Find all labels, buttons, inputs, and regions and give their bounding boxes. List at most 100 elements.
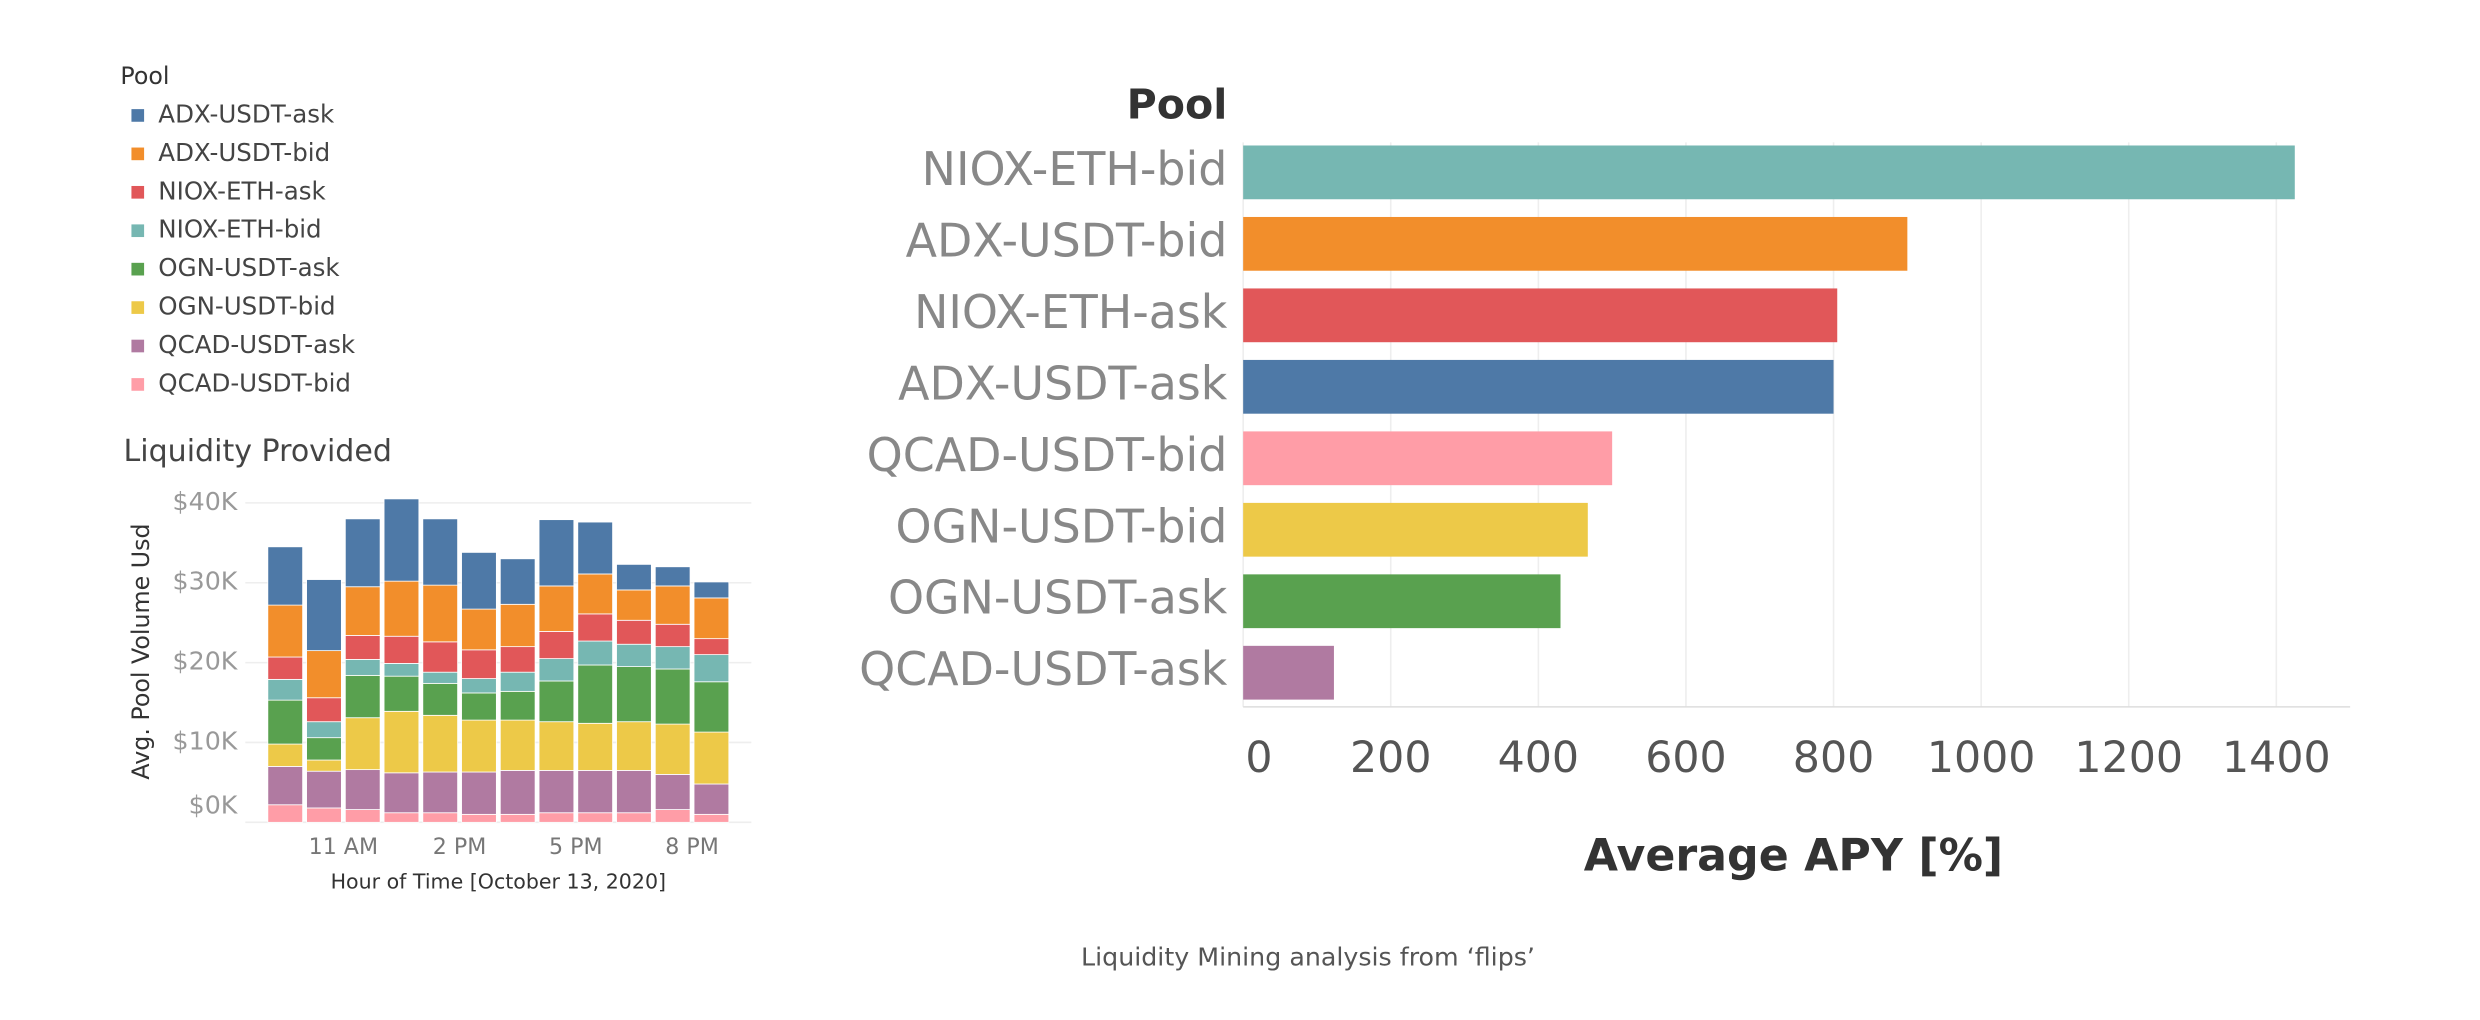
legend-swatch (131, 262, 145, 276)
bar-segment (344, 518, 381, 588)
bar-segment (693, 681, 730, 733)
y-axis-label: Avg. Pool Volume Usd (127, 523, 155, 779)
bar-segment (654, 774, 691, 810)
bar-segment (306, 579, 342, 652)
y-tick-label: $30K (173, 567, 239, 596)
bar-segment (267, 699, 304, 745)
x-axis-label: Hour of Time [October 13, 2020] (331, 869, 666, 893)
bar-segment (616, 589, 652, 621)
y-tick-label: $10K (173, 726, 239, 755)
bar (1243, 216, 1908, 271)
x-tick-label: 11 AM (309, 834, 378, 860)
bar-segment (654, 623, 691, 648)
bar-segment (499, 770, 536, 815)
bar (1243, 288, 1838, 343)
bar-segment (538, 721, 575, 771)
bar (1243, 431, 1613, 486)
y-tick-label: $0K (189, 791, 239, 820)
bar-segment (693, 783, 730, 815)
bar-segment (422, 671, 458, 684)
bar-segment (383, 772, 420, 814)
x-tick-label: 2 PM (433, 834, 487, 860)
bar-segment (499, 671, 536, 692)
y-tick-label: ADX-USDT-ask (898, 356, 1228, 410)
bar-segment (383, 675, 420, 712)
bar-segment (654, 668, 691, 725)
bar-segment (654, 809, 691, 823)
y-tick-label: OGN-USDT-ask (888, 571, 1228, 625)
bar-segment (499, 646, 536, 673)
bar-segment (461, 813, 497, 823)
bar-segment (461, 678, 497, 694)
bar-segment (422, 812, 458, 823)
bar-segment (616, 563, 652, 591)
bar (1243, 145, 2295, 200)
bar-segment (461, 608, 497, 651)
legend-swatch (131, 301, 145, 314)
bar-segment (538, 812, 575, 823)
y-tick-label: NIOX-ETH-ask (914, 285, 1228, 339)
bar-segment (383, 498, 420, 582)
bar-segment (461, 719, 497, 773)
bar-segment (693, 731, 730, 785)
bar-segment (499, 558, 536, 605)
bar-segment (306, 807, 342, 823)
bar-segment (267, 546, 304, 606)
bar-segment (383, 663, 420, 677)
bar-segment (577, 640, 613, 666)
x-tick-label: 5 PM (549, 834, 603, 860)
bar-segment (616, 721, 652, 771)
bar-segment (344, 769, 381, 810)
bar-segment (538, 680, 575, 723)
legend-label: ADX-USDT-bid (158, 138, 330, 167)
legend-label: QCAD-USDT-bid (158, 368, 351, 397)
legend-label: OGN-USDT-bid (158, 292, 335, 321)
bar-segment (306, 650, 342, 699)
y-tick-label: QCAD-USDT-ask (859, 642, 1228, 696)
legend-label: ADX-USDT-ask (158, 99, 335, 128)
bar-segment (461, 771, 497, 815)
x-tick-label: 600 (1645, 733, 1726, 783)
bar-segment (693, 597, 730, 640)
bar-segment (616, 666, 652, 723)
chart-title: Liquidity Provided (124, 434, 392, 469)
bar-segment (422, 771, 458, 814)
bar-segment (383, 812, 420, 823)
bar-segment (422, 714, 458, 773)
bar-segment (538, 631, 575, 660)
bar-segment (306, 697, 342, 723)
bar-segment (538, 519, 575, 587)
x-tick-label: 1000 (1927, 733, 2036, 783)
bar-segment (267, 604, 304, 658)
bar-segment (654, 585, 691, 625)
bar-segment (693, 581, 730, 599)
bar-segment (616, 643, 652, 667)
y-tick-label: OGN-USDT-bid (896, 499, 1228, 553)
bar-segment (693, 813, 730, 823)
bar-segment (344, 809, 381, 823)
bar-segment (422, 584, 458, 643)
bar-segment (306, 721, 342, 739)
bar-segment (267, 804, 304, 823)
bar-segment (577, 812, 613, 823)
y-tick-label: QCAD-USDT-bid (867, 428, 1228, 482)
bar-segment (306, 737, 342, 761)
bar (1243, 359, 1834, 414)
legend-swatch (131, 339, 145, 353)
x-tick-label: 800 (1793, 733, 1874, 783)
bar-segment (693, 638, 730, 656)
bar-segment (654, 723, 691, 775)
bar (1243, 502, 1588, 557)
legend-label: NIOX-ETH-ask (158, 176, 326, 205)
bar-segment (306, 770, 342, 809)
bar-segment (654, 566, 691, 587)
x-tick-label: 8 PM (665, 834, 719, 860)
category-header: Pool (1127, 81, 1228, 129)
bar-segment (499, 813, 536, 823)
bar-segment (461, 649, 497, 679)
bar-segment (499, 719, 536, 771)
bar-segment (499, 603, 536, 648)
bar-segment (654, 646, 691, 670)
legend-label: OGN-USDT-ask (158, 253, 340, 282)
